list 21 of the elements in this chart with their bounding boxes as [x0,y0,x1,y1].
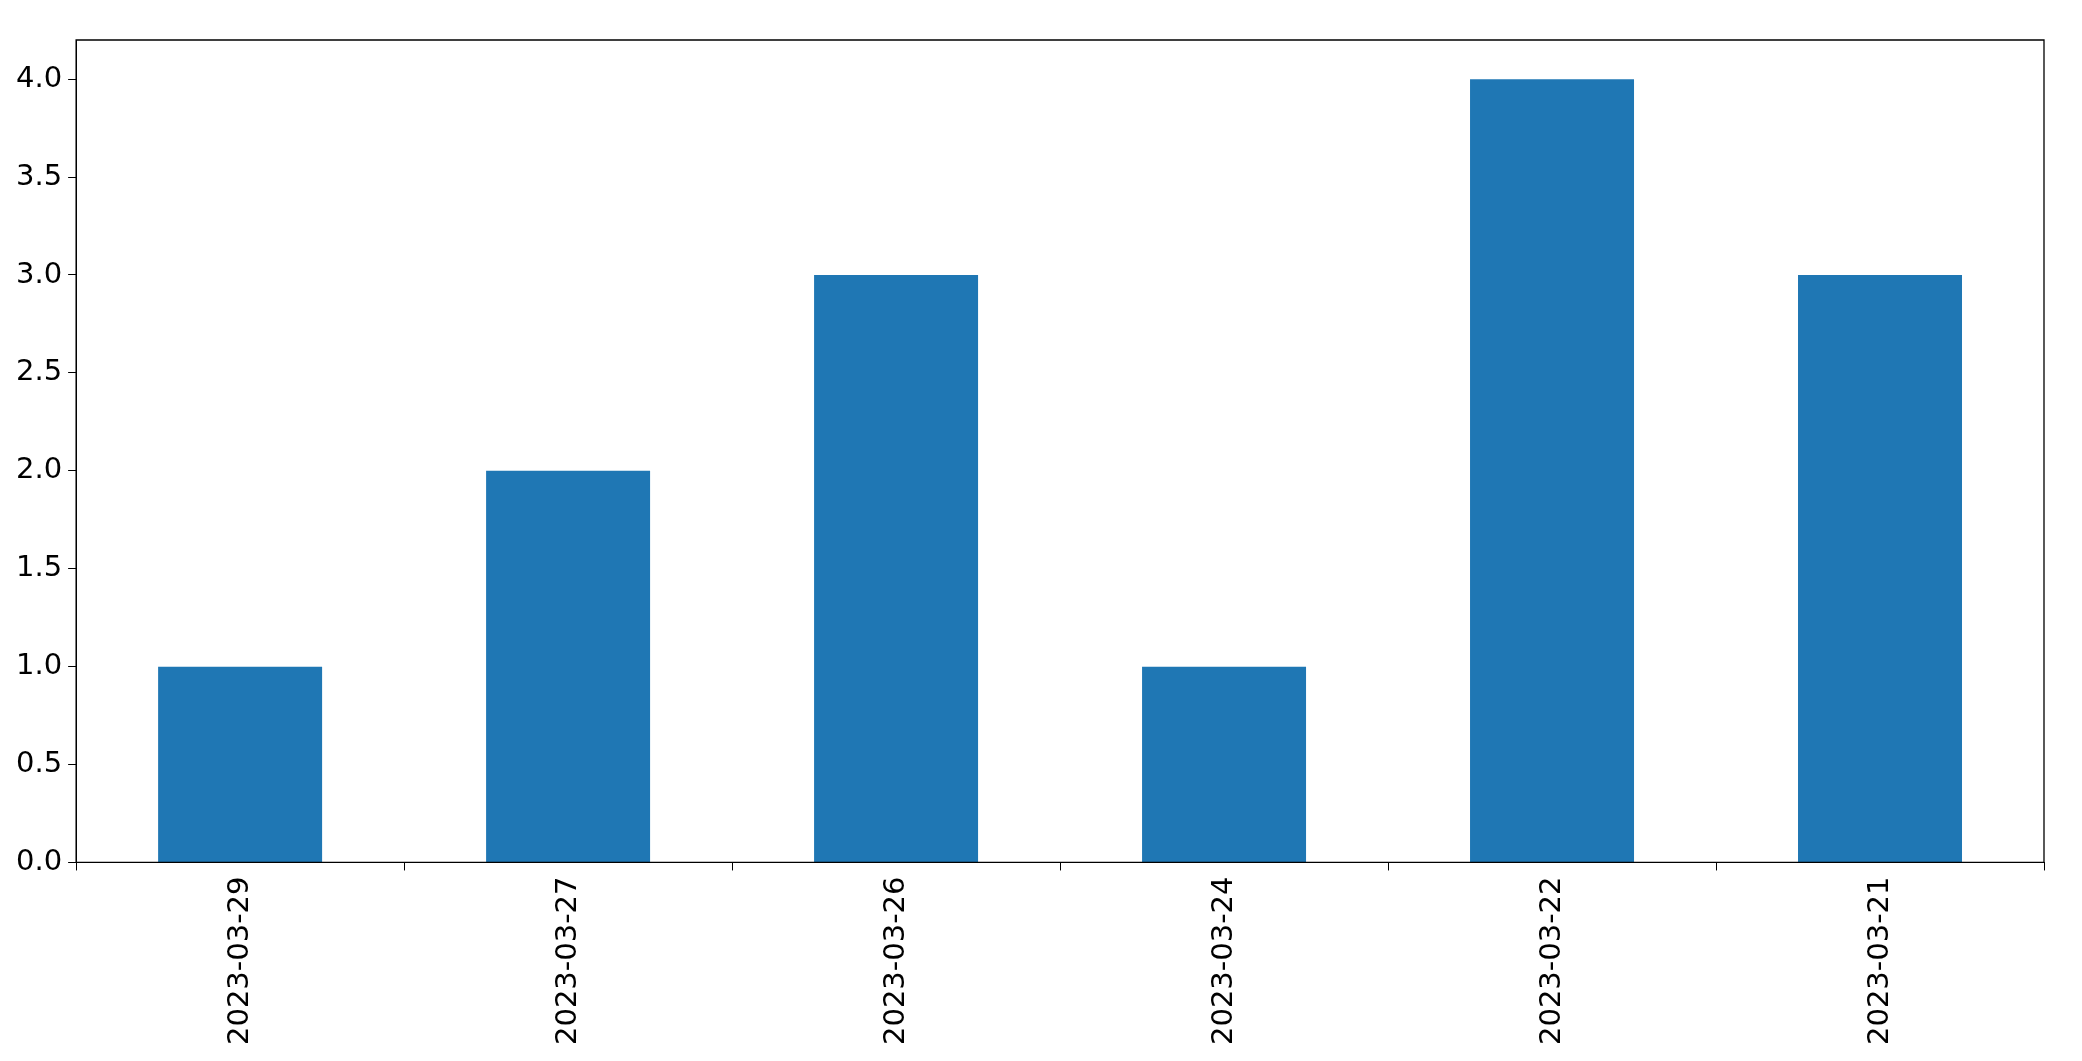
y-tick-label: 2.0 [15,451,63,486]
bar [1470,79,1635,862]
x-tick-label: 2023-03-27 [548,876,583,1046]
x-tick-label: 2023-03-29 [220,876,255,1046]
y-tick-label: 3.5 [15,157,63,192]
bar [1142,666,1307,862]
bar [486,470,651,862]
y-tick-label: 0.5 [15,745,63,780]
x-tick-label: 2023-03-22 [1532,876,1567,1046]
y-tick-label: 2.5 [15,353,63,388]
bar [814,274,979,862]
x-tick-label: 2023-03-24 [1204,876,1239,1046]
y-tick-label: 3.0 [15,255,63,290]
x-tick-label: 2023-03-21 [1860,876,1895,1046]
y-tick-label: 1.0 [15,647,63,682]
y-tick-label: 4.0 [15,59,63,94]
bar [1798,274,1963,862]
y-tick-label: 0.0 [15,843,63,877]
x-tick-label: 2023-03-26 [876,876,911,1046]
y-tick-label: 1.5 [15,549,63,584]
bar [158,666,323,862]
